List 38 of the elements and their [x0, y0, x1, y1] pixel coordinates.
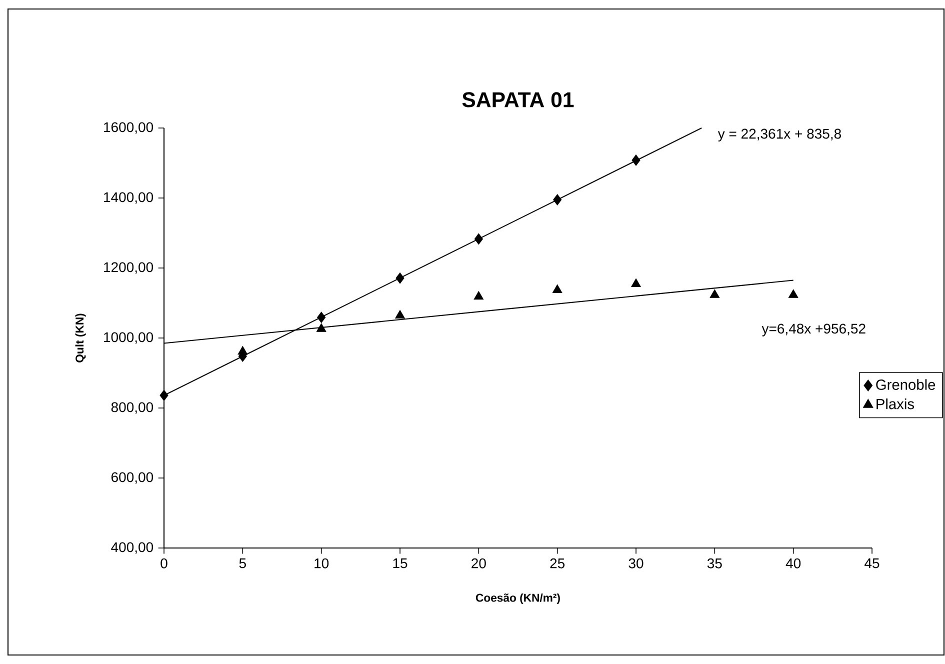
x-tick-label: 45 [864, 558, 880, 568]
y-tick-label: 1000,00 [104, 332, 154, 344]
point [316, 323, 326, 332]
x-tick-label: 0 [160, 558, 168, 568]
y-tick-label: 1200,00 [104, 262, 154, 274]
point [788, 289, 798, 298]
legend-label: Grenoble [876, 379, 936, 390]
annotation: y=6,48x +956,52 [762, 324, 866, 336]
x-tick-label: 35 [707, 558, 722, 568]
y-tick-label: 800,00 [111, 402, 154, 414]
x-axis-title: Coesão (KN/m²) [476, 593, 560, 604]
y-axis-title: Qult (KN) [75, 314, 86, 362]
point [553, 194, 562, 206]
point [396, 272, 404, 284]
chart-title: SAPATA 01 [462, 92, 574, 108]
legend-label: Plaxis [876, 398, 914, 410]
x-tick-label: 5 [239, 558, 246, 568]
x-tick-label: 10 [314, 558, 329, 568]
x-tick-label: 20 [472, 558, 486, 568]
x-tick-label: 30 [628, 558, 644, 568]
point [317, 312, 326, 323]
point [631, 278, 641, 288]
point [552, 284, 562, 293]
y-tick-label: 1400,00 [104, 192, 154, 204]
annotation: y = 22,361x + 835,8 [718, 128, 841, 142]
x-tick-label: 40 [786, 558, 801, 568]
point [474, 233, 483, 245]
point [238, 346, 248, 355]
point [395, 310, 405, 319]
y-tick-label: 1600,00 [104, 122, 154, 134]
point [160, 390, 168, 401]
point [632, 154, 640, 166]
x-tick-label: 15 [393, 558, 408, 568]
point [474, 291, 484, 300]
y-tick-label: 600,00 [111, 472, 154, 484]
y-tick-label: 400,00 [111, 542, 154, 554]
x-tick-label: 25 [550, 558, 565, 568]
point [710, 289, 720, 298]
